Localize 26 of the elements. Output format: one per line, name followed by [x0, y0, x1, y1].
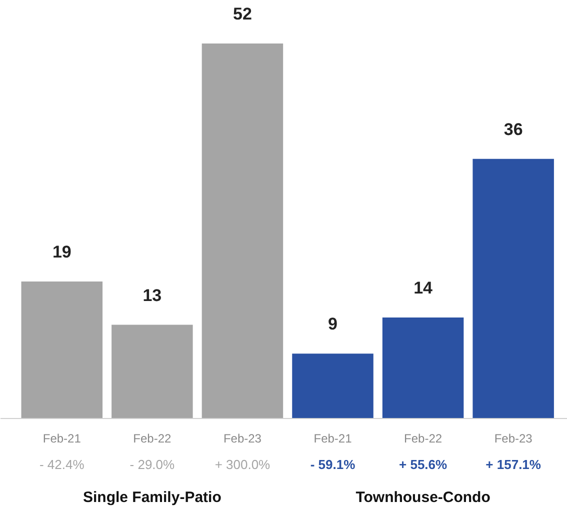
data-label: 19 [52, 242, 72, 262]
data-label: 36 [504, 120, 523, 139]
data-label: 9 [328, 314, 338, 334]
text: Single Family-Patio [83, 489, 222, 506]
x-tick-label: Feb-23 [223, 432, 262, 446]
x-tick-label: Feb-22 [404, 432, 442, 446]
bar [382, 318, 464, 418]
text: - 42.4% [39, 457, 85, 472]
x-tick-label: Feb-23 [494, 432, 533, 446]
x-tick-label: Feb-21 [314, 432, 352, 446]
text: + 300.0% [214, 457, 271, 472]
bar [292, 354, 374, 418]
bar [472, 158, 554, 418]
text: - 29.0% [130, 457, 176, 472]
text: + 157.1% [486, 457, 542, 472]
bar [202, 44, 284, 418]
text: - 59.1% [310, 457, 356, 472]
data-label: 52 [233, 4, 252, 24]
data-label: 13 [142, 286, 162, 305]
x-tick-label: Feb-21 [42, 432, 82, 446]
text: + 55.6% [399, 457, 448, 472]
bar [21, 281, 103, 418]
x-tick-label: Feb-22 [133, 432, 172, 446]
data-label: 14 [414, 278, 434, 298]
bar [112, 324, 193, 418]
text: Townhouse-Condo [356, 489, 490, 506]
